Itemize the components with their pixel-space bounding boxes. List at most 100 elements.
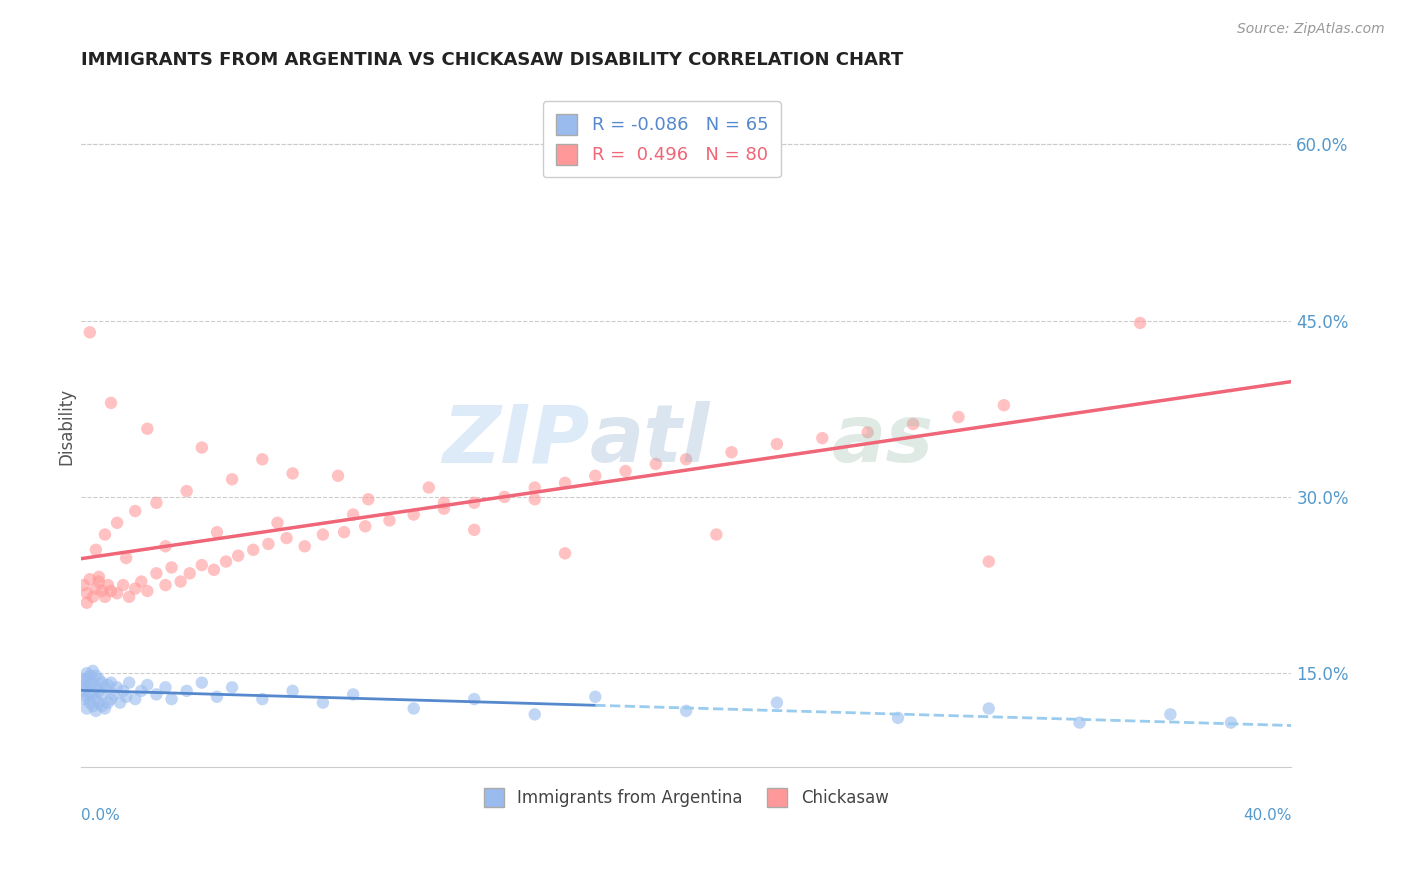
Point <box>90 699 112 714</box>
Point <box>145 687 167 701</box>
Point <box>112 578 135 592</box>
Point <box>118 675 141 690</box>
Point <box>312 527 335 541</box>
Point <box>463 692 485 706</box>
Point <box>79 696 101 710</box>
Point <box>112 684 135 698</box>
Point <box>191 558 214 573</box>
Point <box>76 701 98 715</box>
Point <box>124 582 146 596</box>
Point <box>948 409 970 424</box>
Point <box>766 696 789 710</box>
Point <box>84 681 107 695</box>
Point <box>84 704 107 718</box>
Point <box>523 707 546 722</box>
Point <box>97 578 120 592</box>
Point <box>82 590 104 604</box>
Point <box>105 681 128 695</box>
Point <box>252 692 274 706</box>
Point <box>97 696 120 710</box>
Point <box>977 701 1000 715</box>
Text: 40.0%: 40.0% <box>1243 808 1292 823</box>
Point <box>82 699 104 714</box>
Point <box>76 666 98 681</box>
Point <box>82 675 104 690</box>
Point <box>100 692 122 706</box>
Point <box>84 542 107 557</box>
Point <box>145 566 167 581</box>
Point <box>1069 715 1091 730</box>
Point <box>94 681 117 695</box>
Point <box>118 590 141 604</box>
Point <box>901 417 924 431</box>
Text: ZIP: ZIP <box>441 401 589 479</box>
Text: 0.0%: 0.0% <box>80 808 120 823</box>
Point <box>191 675 214 690</box>
Point <box>79 678 101 692</box>
Point <box>463 496 485 510</box>
Point <box>221 472 243 486</box>
Point <box>79 668 101 682</box>
Point <box>583 690 606 704</box>
Y-axis label: Disability: Disability <box>58 388 75 465</box>
Point <box>1310 731 1333 745</box>
Point <box>811 431 834 445</box>
Point <box>79 326 101 340</box>
Point <box>73 578 96 592</box>
Point <box>76 672 98 686</box>
Point <box>402 701 425 715</box>
Text: Source: ZipAtlas.com: Source: ZipAtlas.com <box>1237 22 1385 37</box>
Point <box>276 531 298 545</box>
Point <box>76 596 98 610</box>
Point <box>79 687 101 701</box>
Text: IMMIGRANTS FROM ARGENTINA VS CHICKASAW DISABILITY CORRELATION CHART: IMMIGRANTS FROM ARGENTINA VS CHICKASAW D… <box>80 51 903 69</box>
Point <box>523 492 546 507</box>
Point <box>90 675 112 690</box>
Point <box>73 692 96 706</box>
Point <box>281 467 304 481</box>
Point <box>176 483 198 498</box>
Point <box>294 539 316 553</box>
Point <box>73 684 96 698</box>
Point <box>105 516 128 530</box>
Point <box>160 560 183 574</box>
Point <box>129 574 152 589</box>
Point <box>87 672 110 686</box>
Point <box>94 527 117 541</box>
Point <box>1219 715 1241 730</box>
Point <box>176 684 198 698</box>
Point <box>100 396 122 410</box>
Point <box>977 555 1000 569</box>
Point <box>433 496 456 510</box>
Point <box>644 457 666 471</box>
Point <box>115 551 138 566</box>
Point <box>191 441 214 455</box>
Point <box>94 701 117 715</box>
Point <box>124 504 146 518</box>
Point <box>82 664 104 678</box>
Point <box>124 692 146 706</box>
Point <box>205 525 228 540</box>
Point <box>136 422 159 436</box>
Point <box>554 475 576 490</box>
Point <box>84 582 107 596</box>
Point <box>1129 316 1152 330</box>
Point <box>1159 707 1181 722</box>
Point <box>281 684 304 698</box>
Point <box>76 690 98 704</box>
Point <box>90 687 112 701</box>
Point <box>115 690 138 704</box>
Point <box>494 490 516 504</box>
Point <box>76 681 98 695</box>
Point <box>202 563 225 577</box>
Point <box>614 464 637 478</box>
Point <box>100 584 122 599</box>
Point <box>226 549 249 563</box>
Point <box>73 672 96 686</box>
Point <box>215 555 238 569</box>
Point <box>155 539 177 553</box>
Point <box>402 508 425 522</box>
Point <box>90 584 112 599</box>
Point <box>87 696 110 710</box>
Text: atl: atl <box>589 401 710 479</box>
